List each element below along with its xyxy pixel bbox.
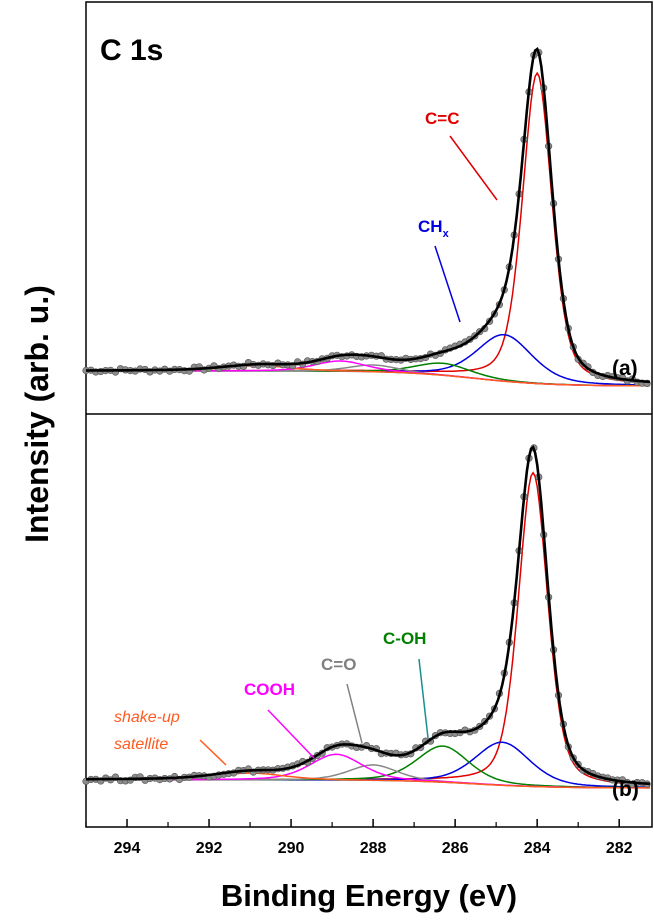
pointer-cc [449, 135, 498, 201]
panel-b-label: (b) [612, 778, 639, 801]
label-chx: CHx [418, 217, 450, 240]
label-shakeup-1: shake-up [114, 709, 180, 726]
x-axis-title: Binding Energy (eV) [221, 878, 517, 913]
x-tick-label: 288 [360, 840, 387, 857]
component-cooh [86, 753, 650, 789]
pointer-co [346, 683, 363, 744]
label-cc: C=C [425, 109, 459, 128]
x-tick-label: 290 [278, 840, 305, 857]
x-axis: 294 292 290 288 286 284 282 [85, 819, 633, 857]
pointer-chx [434, 245, 461, 323]
component-c-c [86, 71, 650, 384]
chart-title: C 1s [100, 34, 163, 67]
x-tick-label: 282 [606, 840, 633, 857]
fit-envelope [86, 47, 651, 384]
fit-envelope [86, 445, 651, 786]
pointer-shakeup [199, 739, 227, 766]
panel-a-label: (a) [612, 357, 638, 380]
pointer-coh [418, 658, 429, 739]
x-tick-label: 292 [196, 840, 223, 857]
y-axis-title: Intensity (arb. u.) [19, 285, 55, 543]
label-co: C=O [321, 655, 356, 674]
x-tick-label: 294 [114, 840, 141, 857]
panel-a [82, 47, 651, 388]
component-chx [86, 333, 650, 386]
x-tick-label: 286 [442, 840, 469, 857]
label-shakeup-2: satellite [114, 736, 168, 753]
panel-b [82, 444, 651, 789]
x-tick-label: 284 [524, 840, 551, 857]
label-coh: C-OH [383, 629, 426, 648]
pointer-cooh [267, 709, 315, 759]
label-cooh: COOH [244, 680, 295, 699]
